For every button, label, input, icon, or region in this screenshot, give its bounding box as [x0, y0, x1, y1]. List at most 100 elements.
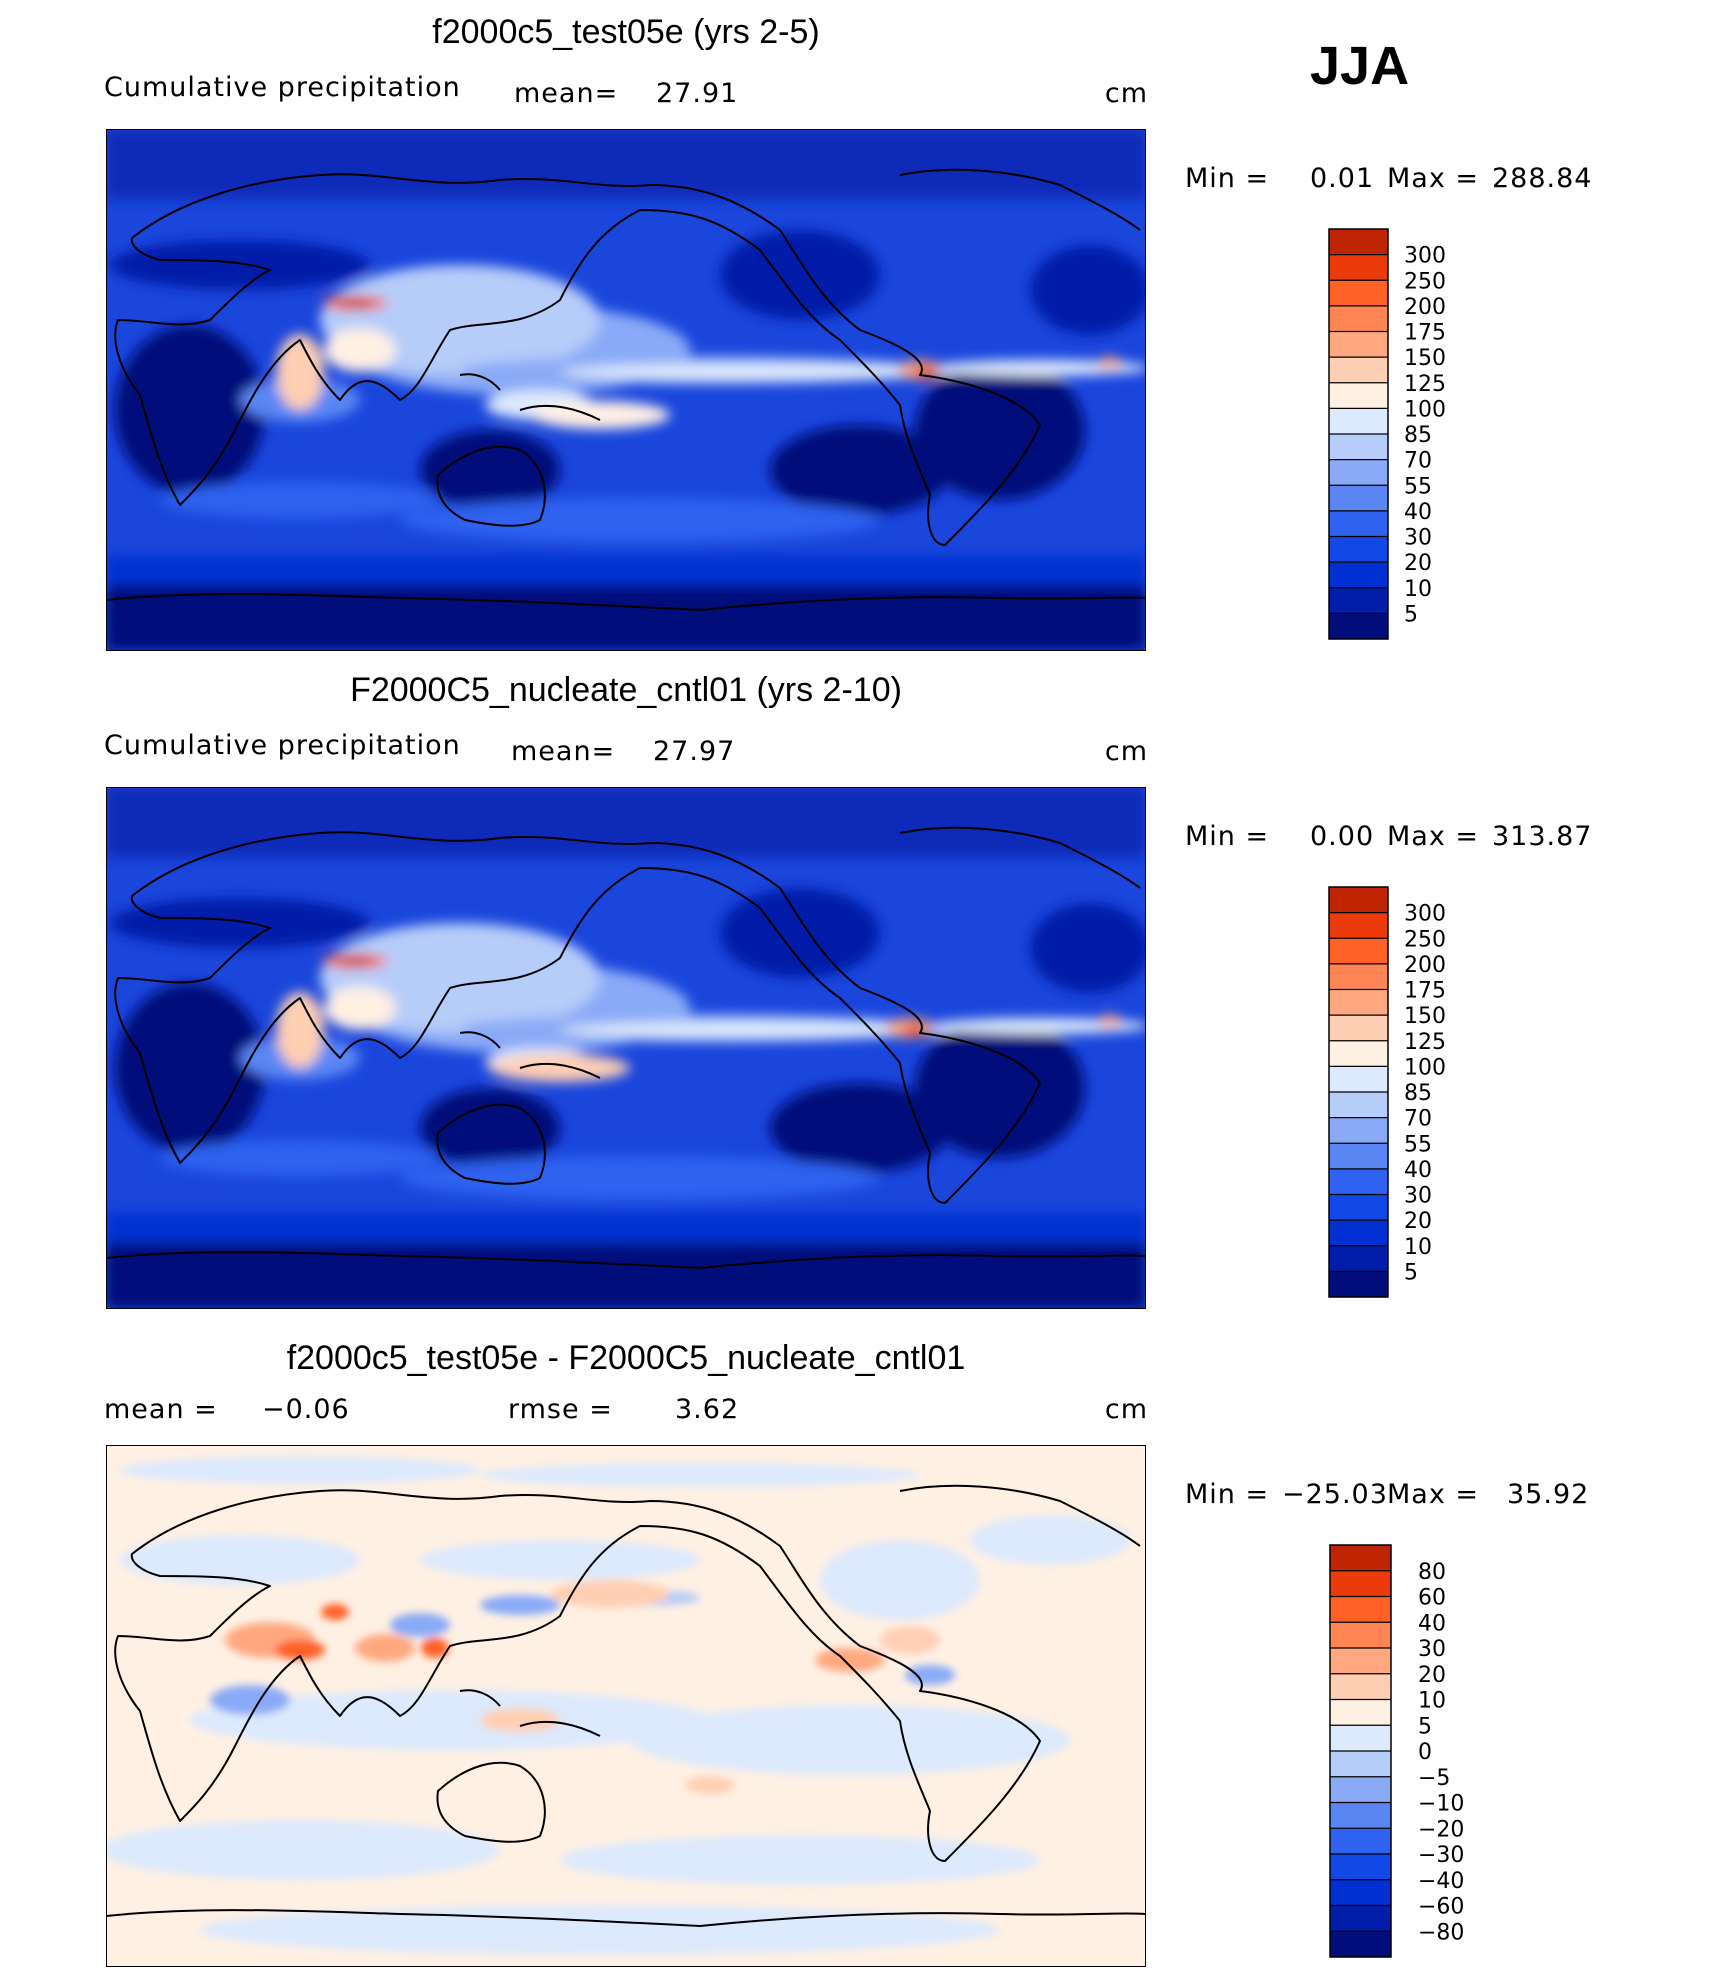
panel-3-mean-value: −0.06: [262, 1394, 350, 1425]
panel-2-colorbar-bin: [1329, 1066, 1388, 1093]
panel-1-mean-label: mean=: [514, 78, 618, 109]
panel-2-coastlines: [106, 826, 1146, 1269]
panel-2-colorbar-tick-label: 40: [1404, 1158, 1432, 1183]
panel-1-max-label: Max =: [1387, 163, 1479, 194]
panel-1-colorbar-tick-label: 20: [1404, 551, 1432, 576]
panel-2-colorbar-tick-label: 150: [1404, 1004, 1446, 1029]
panel-2-colorbar-tick-label: 300: [1404, 902, 1446, 927]
panel-1-colorbar-tick-label: 200: [1404, 295, 1446, 320]
panel-3-colorbar-bin: [1330, 1751, 1391, 1778]
panel-2-colorbar-bin: [1329, 938, 1388, 965]
panel-2-colorbar-bin: [1329, 1220, 1388, 1247]
panel-1-colorbar-tick-label: 100: [1404, 397, 1446, 422]
panel-1-colorbar-bin: [1329, 613, 1388, 640]
panel-1-colorbar-tick-label: 300: [1404, 244, 1446, 269]
panel-1-coastlines: [106, 168, 1146, 611]
panel-3-units: cm: [1105, 1394, 1148, 1425]
panel-1-colorbar-tick-label: 55: [1404, 474, 1432, 499]
panel-2-colorbar-tick-label: 30: [1404, 1184, 1432, 1209]
panel-1-colorbar-tick-label: 125: [1404, 372, 1446, 397]
panel-2-max-label: Max =: [1387, 821, 1479, 852]
panel-1-colorbar-bin: [1329, 434, 1388, 461]
panel-1-colorbar-tick-label: 175: [1404, 321, 1446, 346]
panel-1-colorbar-bin: [1329, 536, 1388, 563]
panel-2-colorbar-bin: [1329, 887, 1388, 914]
panel-1-colorbar-bin: [1329, 459, 1388, 486]
panel-1-variable-label: Cumulative precipitation: [104, 72, 461, 103]
panel-3-colorbar-tick-label: −30: [1418, 1843, 1464, 1868]
panel-1-colorbar-bin: [1329, 562, 1388, 589]
panel-3: f2000c5_test05e - F2000C5_nucleate_cntl0…: [104, 1339, 1589, 1967]
panel-2-colorbar-tick-label: 85: [1404, 1081, 1432, 1106]
panel-3-map: [106, 1445, 1146, 1967]
panel-3-colorbar-tick-label: −10: [1418, 1792, 1464, 1817]
panel-1-colorbar-bin: [1329, 485, 1388, 512]
panel-1-colorbar-tick-label: 85: [1404, 423, 1432, 448]
panel-2-title: F2000C5_nucleate_cntl01 (yrs 2-10): [350, 671, 902, 709]
panel-1-title: f2000c5_test05e (yrs 2-5): [432, 13, 819, 51]
panel-1-colorbar-bin: [1329, 331, 1388, 358]
panel-2-colorbar-bin: [1329, 1194, 1388, 1221]
panel-3-colorbar-tick-label: 20: [1418, 1663, 1446, 1688]
panel-3-rmse-label: rmse =: [508, 1394, 613, 1425]
panel-2-colorbar-tick-label: 200: [1404, 953, 1446, 978]
panel-3-colorbar-bin: [1330, 1776, 1391, 1803]
panel-1-colorbar-bin: [1329, 382, 1388, 409]
panel-1-colorbar-bin: [1329, 408, 1388, 435]
panel-2-colorbar-bin: [1329, 1245, 1388, 1272]
panel-3-mean-label: mean =: [104, 1394, 218, 1425]
panel-3-colorbar-bin: [1330, 1802, 1391, 1829]
panel-3-colorbar-tick-label: −40: [1418, 1869, 1464, 1894]
panel-3-colorbar-bin: [1330, 1931, 1391, 1958]
panel-3-max-label: Max =: [1387, 1479, 1479, 1510]
panel-1-colorbar-tick-label: 10: [1404, 577, 1432, 602]
panel-1-colorbar-bin: [1329, 305, 1388, 333]
panel-3-colorbar-bin: [1330, 1879, 1391, 1906]
panel-3-colorbar-bin: [1330, 1648, 1391, 1675]
panel-3-colorbar-tick-label: 5: [1418, 1714, 1432, 1739]
panel-1-mean-value: 27.91: [656, 78, 738, 109]
panel-2-mean-label: mean=: [511, 736, 615, 767]
panel-2-colorbar-bin: [1329, 912, 1388, 939]
panel-2-colorbar-frame: [1328, 886, 1389, 1298]
panel-3-colorbar-tick-label: −5: [1418, 1766, 1450, 1791]
panel-3-coastlines: [106, 1484, 1146, 1927]
panel-2-colorbar-tick-label: 175: [1404, 979, 1446, 1004]
panel-2-colorbar-tick-label: 10: [1404, 1235, 1432, 1260]
panel-1-colorbar-tick-label: 5: [1404, 602, 1418, 627]
panel-3-colorbar-tick-label: −80: [1418, 1920, 1464, 1945]
panel-3-rmse-value: 3.62: [675, 1394, 739, 1425]
panel-2-colorbar-bin: [1329, 1271, 1388, 1298]
panel-1-colorbar-bin: [1329, 510, 1388, 538]
panel-1-colorbar-bin: [1329, 357, 1388, 384]
panel-3-colorbar-tick-label: 30: [1418, 1637, 1446, 1662]
panel-3-title: f2000c5_test05e - F2000C5_nucleate_cntl0…: [287, 1339, 966, 1377]
panel-3-colorbar-bin: [1330, 1905, 1391, 1932]
panel-3-colorbar-tick-label: 80: [1418, 1560, 1446, 1585]
panel-1-units: cm: [1105, 78, 1148, 109]
panel-3-max-value: 35.92: [1507, 1479, 1589, 1510]
panel-3-colorbar-bin: [1330, 1596, 1391, 1623]
panel-2-map: [106, 787, 1146, 1309]
panel-3-colorbar-tick-label: 0: [1418, 1740, 1432, 1765]
panel-3-colorbar-bin: [1330, 1725, 1391, 1752]
panel-2-variable-label: Cumulative precipitation: [104, 730, 461, 761]
panel-3-colorbar-bin: [1330, 1622, 1391, 1649]
panel-3-colorbar-tick-label: −20: [1418, 1817, 1464, 1842]
panel-3-colorbar-tick-label: 10: [1418, 1689, 1446, 1714]
panel-2-max-value: 313.87: [1492, 821, 1592, 852]
panel-2-colorbar-tick-label: 250: [1404, 927, 1446, 952]
panel-1-colorbar-tick-label: 250: [1404, 269, 1446, 294]
panel-1-max-value: 288.84: [1492, 163, 1592, 194]
season-title: JJA: [1310, 36, 1409, 96]
panel-2-colorbar-bin: [1329, 1168, 1388, 1196]
panel-1: f2000c5_test05e (yrs 2-5) Cumulative pre…: [104, 13, 1592, 651]
panel-1-colorbar-tick-label: 30: [1404, 526, 1432, 551]
panel-1-colorbar-tick-label: 40: [1404, 500, 1432, 525]
panel-3-min-value: −25.03: [1282, 1479, 1388, 1510]
panel-2-colorbar-bin: [1329, 1117, 1388, 1144]
